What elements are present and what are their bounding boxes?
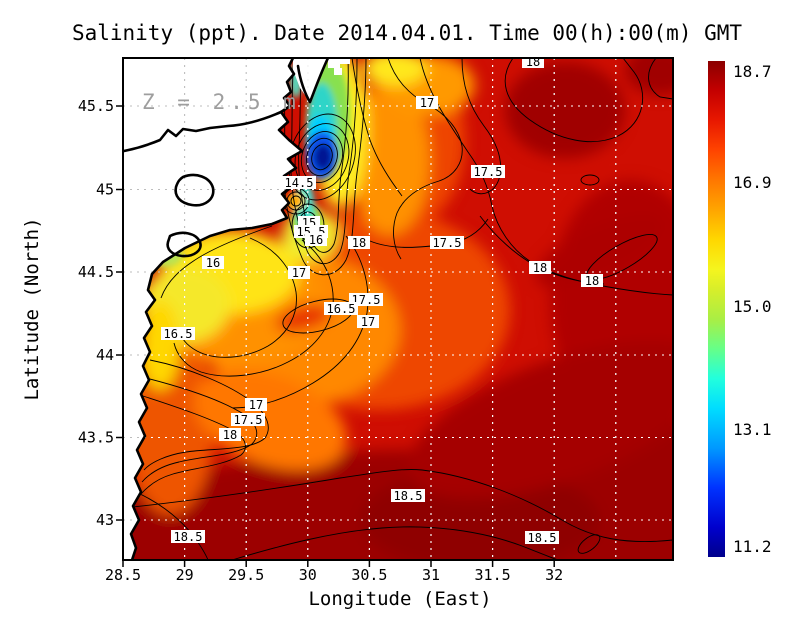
y-tick-label: 45.5 (78, 97, 114, 115)
svg-text:18: 18 (223, 428, 237, 442)
contour-label: 18.5 (525, 531, 559, 545)
contour-label: 18 (219, 428, 241, 442)
svg-text:17.5: 17.5 (433, 236, 462, 250)
contour-label: 17 (416, 96, 438, 110)
colorbar-gradient (708, 61, 725, 557)
svg-text:17.5: 17.5 (352, 293, 381, 307)
svg-text:18.5: 18.5 (174, 530, 203, 544)
y-tick-label: 45 (96, 181, 114, 199)
colorbar-tick-label: 15.0 (733, 297, 772, 316)
y-tick-label: 43.5 (78, 429, 114, 447)
contour-label: 16.5 (324, 302, 358, 316)
svg-text:18.5: 18.5 (394, 489, 423, 503)
coastline (129, 58, 304, 560)
x-tick-label: 32 (545, 566, 563, 584)
contour-label: 14.5 (282, 176, 316, 190)
estuary-spit (296, 58, 330, 104)
lagoon-north (174, 173, 215, 207)
svg-text:17: 17 (420, 96, 434, 110)
svg-text:17: 17 (292, 266, 306, 280)
svg-text:14.5: 14.5 (285, 176, 314, 190)
svg-text:18.5: 18.5 (528, 531, 557, 545)
svg-text:18: 18 (585, 274, 599, 288)
svg-text:16.5: 16.5 (327, 302, 356, 316)
x-tick-label: 29 (176, 566, 194, 584)
svg-text:16: 16 (309, 233, 323, 247)
contour-label: 17.5 (231, 413, 265, 427)
colorbar-tick-label: 16.9 (733, 173, 772, 192)
contour-label: 17 (245, 398, 267, 412)
x-axis-tick-labels: 28.5 29 29.5 30 30.5 31 31.5 32 (105, 566, 563, 584)
axis-ticks (116, 105, 555, 567)
plot-frame (122, 57, 674, 561)
colorbar-tick-label: 13.1 (733, 420, 772, 439)
x-axis-label: Longitude (East) (308, 588, 491, 610)
contour-label: 17.5 (430, 236, 464, 250)
svg-text:17.5: 17.5 (234, 413, 263, 427)
colorbar: 18.7 16.9 15.0 13.1 11.2 (708, 61, 772, 557)
x-tick-label: 29.5 (228, 566, 264, 584)
y-tick-label: 44 (96, 346, 114, 364)
danube-river (123, 110, 283, 153)
y-axis-tick-labels: 45.5 45 44.5 44 43.5 43 (78, 97, 114, 529)
chart-title: Salinity (ppt). Date 2014.04.01. Time 00… (72, 21, 742, 45)
x-tick-label: 30 (299, 566, 317, 584)
depth-annotation: Z = 2.5 m (142, 90, 301, 114)
contour-label: 16 (202, 256, 224, 270)
contour-label: 16.5 (161, 327, 195, 341)
y-axis-label: Latitude (North) (21, 217, 43, 400)
colorbar-tick-label: 11.2 (733, 537, 772, 556)
colorbar-tick-label: 18.7 (733, 62, 772, 81)
contour-label: 18 (348, 236, 370, 250)
x-tick-label: 31.5 (475, 566, 511, 584)
lagoon-south (166, 231, 202, 258)
x-tick-label: 31 (422, 566, 440, 584)
contour-labels: 18 17 17.5 14.5 15 15.5 16 18 17.5 16 17… (161, 55, 603, 545)
contour-label: 18 (581, 274, 603, 288)
contour-label: 17.5 (471, 165, 505, 179)
x-tick-label: 28.5 (105, 566, 141, 584)
svg-text:16: 16 (206, 256, 220, 270)
svg-text:17.5: 17.5 (474, 165, 503, 179)
svg-text:17: 17 (249, 398, 263, 412)
svg-text:17: 17 (361, 315, 375, 329)
svg-text:16.5: 16.5 (164, 327, 193, 341)
svg-text:18: 18 (533, 261, 547, 275)
land-mass (123, 58, 350, 560)
contour-label: 18.5 (171, 530, 205, 544)
sea-field (123, 58, 673, 560)
x-tick-label: 30.5 (351, 566, 387, 584)
svg-text:18: 18 (352, 236, 366, 250)
coastline-group (123, 58, 330, 560)
contour-label: 16 (305, 233, 327, 247)
contour-label: 17 (357, 315, 379, 329)
contour-label: 18 (529, 261, 551, 275)
contour-label: 17 (288, 266, 310, 280)
y-tick-label: 44.5 (78, 263, 114, 281)
contour-label: 18.5 (391, 489, 425, 503)
y-tick-label: 43 (96, 511, 114, 529)
